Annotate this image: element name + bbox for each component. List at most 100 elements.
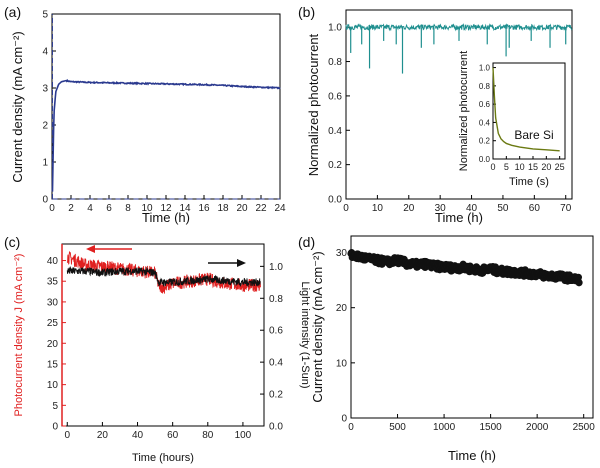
inset-ytick-label: 0.0 bbox=[479, 155, 491, 164]
panel-c: (c) Time (hours) Photocurrent density J … bbox=[4, 234, 311, 464]
panel-c-yticks-right: 0.0 0.2 0.4 0.6 0.8 1.0 bbox=[260, 262, 283, 433]
panel-d-label: (d) bbox=[298, 234, 315, 250]
d-xtick-label: 500 bbox=[389, 422, 406, 433]
c-left-ytick-label: 10 bbox=[47, 380, 59, 391]
panel-b-yticks: 0.0 0.2 0.4 0.6 0.8 1.0 bbox=[328, 23, 350, 206]
panel-b-xticks: 0 10 20 30 40 50 60 70 bbox=[343, 195, 572, 214]
b-xtick-label: 10 bbox=[372, 203, 384, 214]
inset-ylabel: Normalized photocurrent bbox=[458, 51, 470, 171]
c-right-ytick-label: 1.0 bbox=[269, 262, 283, 273]
c-right-ytick-label: 0.2 bbox=[269, 390, 283, 401]
c-xtick-label: 20 bbox=[97, 430, 109, 441]
a-xtick-label: 2 bbox=[68, 203, 74, 214]
b-ytick-label: 0.6 bbox=[328, 91, 342, 102]
b-xtick-label: 60 bbox=[529, 203, 541, 214]
panel-c-label: (c) bbox=[4, 234, 20, 250]
a-xtick-label: 22 bbox=[255, 203, 267, 214]
panel-a-xlabel: Time (h) bbox=[142, 210, 190, 225]
b-ytick-label: 0.8 bbox=[328, 57, 342, 68]
b-xtick-label: 20 bbox=[403, 203, 415, 214]
inset-xtick-label: 25 bbox=[555, 162, 565, 172]
inset-ytick-label: 0.8 bbox=[479, 82, 491, 91]
d-xtick-label: 0 bbox=[348, 422, 354, 433]
panel-c-ylabel-left: Photocurrent density J (mA cm⁻²) bbox=[13, 254, 25, 417]
panel-c-yticks-left: 0 5 10 15 20 25 30 35 40 bbox=[47, 256, 66, 433]
a-xtick-label: 4 bbox=[87, 203, 93, 214]
c-xtick-label: 100 bbox=[235, 430, 252, 441]
panel-a: (a) Time (h) Current density (mA cm⁻²) 0… bbox=[4, 4, 286, 225]
inset-xlabel: Time (s) bbox=[509, 176, 549, 188]
panel-d-yticks: 0 10 20 30 bbox=[336, 248, 355, 425]
panel-c-ylabel-right: Light intensity (1-Sun) bbox=[299, 282, 311, 389]
c-left-ytick-label: 35 bbox=[47, 277, 59, 288]
inset-xtick-label: 15 bbox=[528, 162, 538, 172]
b-xtick-label: 0 bbox=[343, 203, 349, 214]
a-xtick-label: 10 bbox=[141, 203, 153, 214]
c-left-ytick-label: 0 bbox=[52, 422, 58, 433]
panel-a-xticks: 0 2 4 6 8 10 12 14 16 18 20 22 24 bbox=[49, 195, 286, 214]
c-xtick-label: 0 bbox=[64, 430, 70, 441]
d-xtick-label: 2000 bbox=[526, 422, 549, 433]
inset-ytick-label: 0.2 bbox=[479, 137, 491, 146]
a-xtick-label: 18 bbox=[217, 203, 229, 214]
c-left-ytick-label: 40 bbox=[47, 256, 59, 267]
panel-d-frame bbox=[350, 235, 594, 419]
d-data-point bbox=[574, 273, 583, 281]
a-xtick-label: 20 bbox=[236, 203, 248, 214]
inset-frame bbox=[492, 62, 566, 160]
panel-a-label: (a) bbox=[4, 4, 21, 20]
panel-c-xticks: 0 20 40 60 80 100 bbox=[64, 422, 252, 441]
panel-b: (b) Time (h) Normalized photocurrent 0 10… bbox=[298, 4, 573, 225]
c-right-ytick-label: 0.8 bbox=[269, 294, 283, 305]
panel-a-ylabel: Current density (mA cm⁻²) bbox=[10, 31, 25, 182]
b-xtick-label: 40 bbox=[466, 203, 478, 214]
inset-ytick-label: 0.6 bbox=[479, 100, 491, 109]
a-ytick-label: 4 bbox=[42, 47, 48, 58]
a-current-line bbox=[51, 78, 281, 192]
inset-annotation: Bare Si bbox=[514, 128, 553, 142]
c-right-ytick-label: 0.6 bbox=[269, 326, 283, 337]
red-left-arrow bbox=[86, 245, 132, 253]
b-ytick-label: 0.2 bbox=[328, 160, 342, 171]
d-xtick-label: 2500 bbox=[573, 422, 596, 433]
inset-ytick-label: 0.4 bbox=[479, 118, 491, 127]
d-ytick-label: 30 bbox=[336, 248, 348, 259]
panel-b-inset: Normalized photocurrent Time (s) Bare Si… bbox=[458, 51, 566, 188]
panel-b-frame bbox=[345, 9, 573, 200]
d-data-point bbox=[575, 279, 583, 287]
c-photocurrent-line bbox=[66, 251, 261, 294]
panel-d-series bbox=[347, 249, 583, 287]
c-left-ytick-label: 30 bbox=[47, 297, 59, 308]
a-xtick-label: 24 bbox=[274, 203, 286, 214]
a-xtick-label: 12 bbox=[160, 203, 172, 214]
d-ytick-label: 20 bbox=[336, 303, 348, 314]
c-xtick-label: 80 bbox=[202, 430, 214, 441]
d-xtick-label: 1000 bbox=[433, 422, 456, 433]
inset-ytick-label: 1.0 bbox=[479, 64, 491, 73]
inset-xtick-label: 5 bbox=[504, 162, 509, 172]
a-ytick-label: 5 bbox=[42, 10, 48, 21]
panel-d-ylabel: Current density (mA cm⁻²) bbox=[310, 251, 325, 402]
a-xtick-label: 8 bbox=[125, 203, 131, 214]
inset-xtick-label: 10 bbox=[515, 162, 525, 172]
b-xtick-label: 50 bbox=[497, 203, 509, 214]
a-ytick-label: 2 bbox=[42, 121, 48, 132]
b-ytick-label: 0.4 bbox=[328, 126, 342, 137]
panel-d: (d) Time (h) Current density (mA cm⁻²) 0… bbox=[298, 234, 595, 463]
panel-b-xlabel: Time (h) bbox=[435, 210, 483, 225]
panel-b-label: (b) bbox=[298, 4, 315, 20]
a-xtick-label: 14 bbox=[179, 203, 191, 214]
panel-d-xticks: 0 500 1000 1500 2000 2500 bbox=[348, 414, 595, 433]
a-xtick-label: 16 bbox=[198, 203, 210, 214]
c-left-ytick-label: 25 bbox=[47, 318, 59, 329]
a-ytick-label: 0 bbox=[42, 195, 48, 206]
c-xtick-label: 40 bbox=[132, 430, 144, 441]
inset-series bbox=[492, 67, 560, 152]
panel-a-series bbox=[51, 14, 281, 200]
panel-c-xlabel: Time (hours) bbox=[132, 452, 194, 464]
panel-b-ylabel: Normalized photocurrent bbox=[306, 33, 321, 176]
c-left-ytick-label: 15 bbox=[47, 359, 59, 370]
d-ytick-label: 10 bbox=[336, 358, 348, 369]
inset-decay-line bbox=[492, 67, 560, 152]
b-xtick-label: 70 bbox=[560, 203, 572, 214]
